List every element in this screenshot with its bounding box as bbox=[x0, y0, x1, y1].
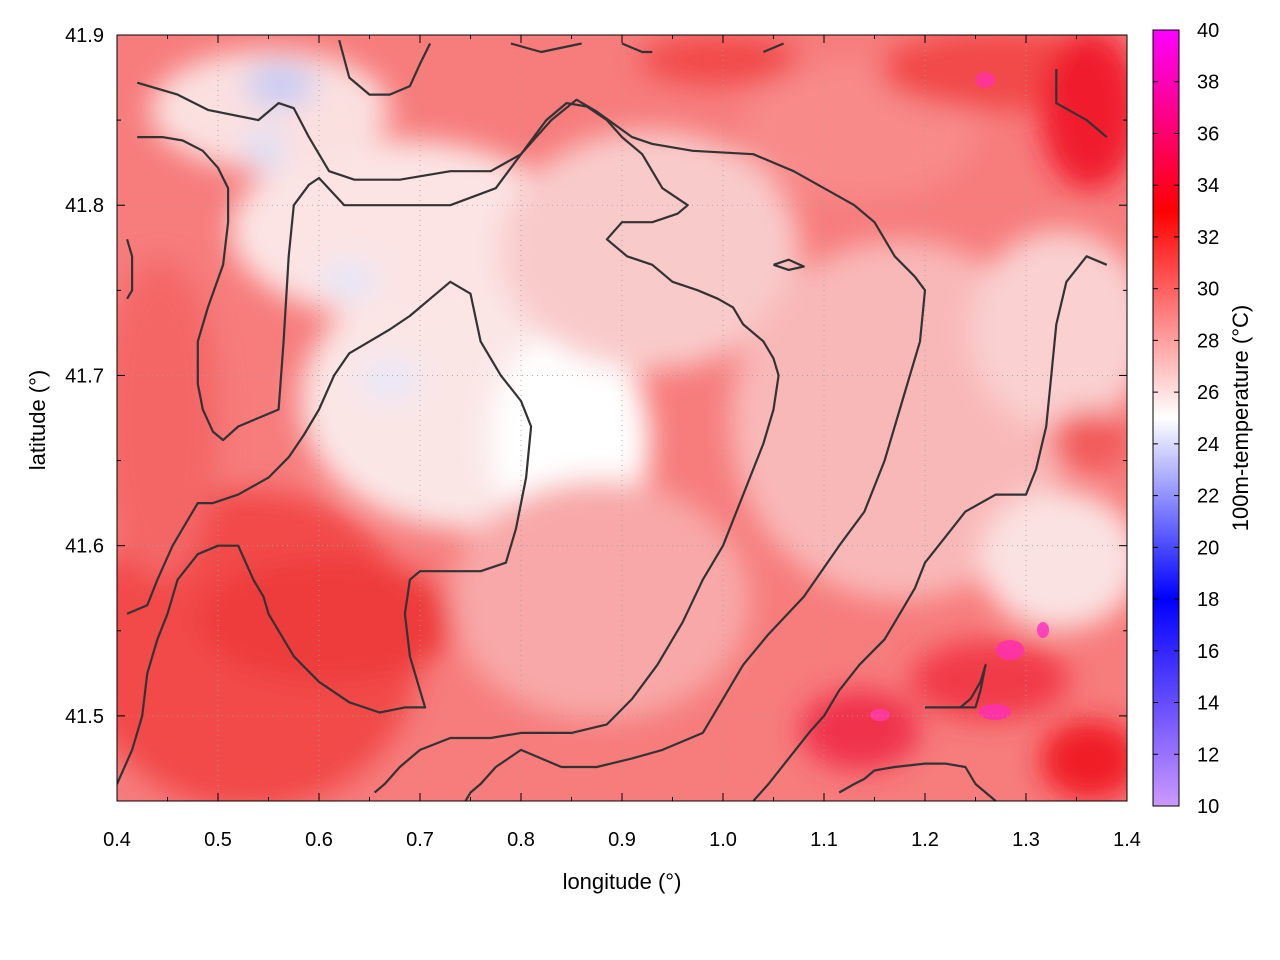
colorbar-tick-label: 28 bbox=[1197, 330, 1219, 352]
colorbar-tick-label: 26 bbox=[1197, 382, 1219, 404]
y-tick-label: 41.6 bbox=[65, 536, 104, 558]
y-tick-label: 41.5 bbox=[65, 706, 104, 728]
colorbar-tick-label: 40 bbox=[1197, 20, 1219, 42]
x-tick-label: 1.1 bbox=[810, 829, 838, 851]
contour-line bbox=[510, 42, 582, 54]
x-tick-label: 0.8 bbox=[507, 829, 535, 851]
y-axis: 41.5 41.6 41.7 41.8 41.9 bbox=[65, 25, 1127, 802]
contour-line bbox=[773, 258, 805, 271]
y-tick-label: 41.9 bbox=[65, 25, 104, 47]
contour-line bbox=[621, 42, 653, 54]
contour-line bbox=[762, 42, 785, 54]
contour-line bbox=[338, 39, 432, 96]
colorbar-tick-label: 24 bbox=[1197, 434, 1219, 456]
colorbar-tick-label: 36 bbox=[1197, 123, 1219, 145]
colorbar-label: 100m-temperature (°C) bbox=[1228, 305, 1253, 531]
colorbar-ticks: 10 12 14 16 18 20 22 24 26 28 30 32 34 36 38 40 bbox=[1153, 20, 1219, 818]
x-tick-label: 1.2 bbox=[911, 829, 939, 851]
colorbar-tick-label: 14 bbox=[1197, 693, 1219, 715]
colorbar-tick-label: 10 bbox=[1197, 796, 1219, 818]
y-tick-label: 41.8 bbox=[65, 195, 104, 217]
x-tick-label: 0.4 bbox=[103, 829, 131, 851]
y-axis-label: latitude (°) bbox=[25, 370, 50, 471]
colorbar-tick-label: 18 bbox=[1197, 589, 1219, 611]
x-tick-label: 0.5 bbox=[204, 829, 232, 851]
colorbar-tick-label: 22 bbox=[1197, 486, 1219, 508]
contour-line bbox=[925, 663, 987, 709]
x-axis-label: longitude (°) bbox=[563, 869, 682, 894]
colorbar bbox=[1152, 29, 1180, 807]
colorbar-tick-label: 16 bbox=[1197, 641, 1219, 663]
colorbar-tick-label: 38 bbox=[1197, 72, 1219, 94]
contour-line bbox=[1055, 69, 1108, 138]
contour-line bbox=[117, 280, 533, 785]
colorbar-tick-label: 12 bbox=[1197, 744, 1219, 766]
colorbar-tick-label: 32 bbox=[1197, 227, 1219, 249]
grid-lines bbox=[117, 35, 1127, 801]
x-tick-label: 1.0 bbox=[709, 829, 737, 851]
contour-lines bbox=[117, 39, 1108, 801]
x-axis: 0.4 0.5 0.6 0.7 0.8 0.9 1.0 1.1 1.2 1.3 1.4 bbox=[103, 35, 1141, 851]
contour-line bbox=[137, 102, 780, 794]
contour-line bbox=[752, 255, 1108, 801]
colorbar-tick-label: 34 bbox=[1197, 175, 1219, 197]
contour-line bbox=[838, 762, 997, 801]
contour-line bbox=[126, 238, 134, 300]
x-tick-label: 0.6 bbox=[305, 829, 333, 851]
temperature-field bbox=[117, 35, 1127, 801]
contour-line bbox=[136, 81, 927, 801]
x-tick-label: 1.4 bbox=[1113, 829, 1141, 851]
x-tick-label: 0.9 bbox=[608, 829, 636, 851]
x-tick-label: 1.3 bbox=[1012, 829, 1040, 851]
colorbar-tick-label: 20 bbox=[1197, 537, 1219, 559]
x-tick-label: 0.7 bbox=[406, 829, 434, 851]
colorbar-tick-label: 30 bbox=[1197, 279, 1219, 301]
y-tick-label: 41.7 bbox=[65, 365, 104, 387]
